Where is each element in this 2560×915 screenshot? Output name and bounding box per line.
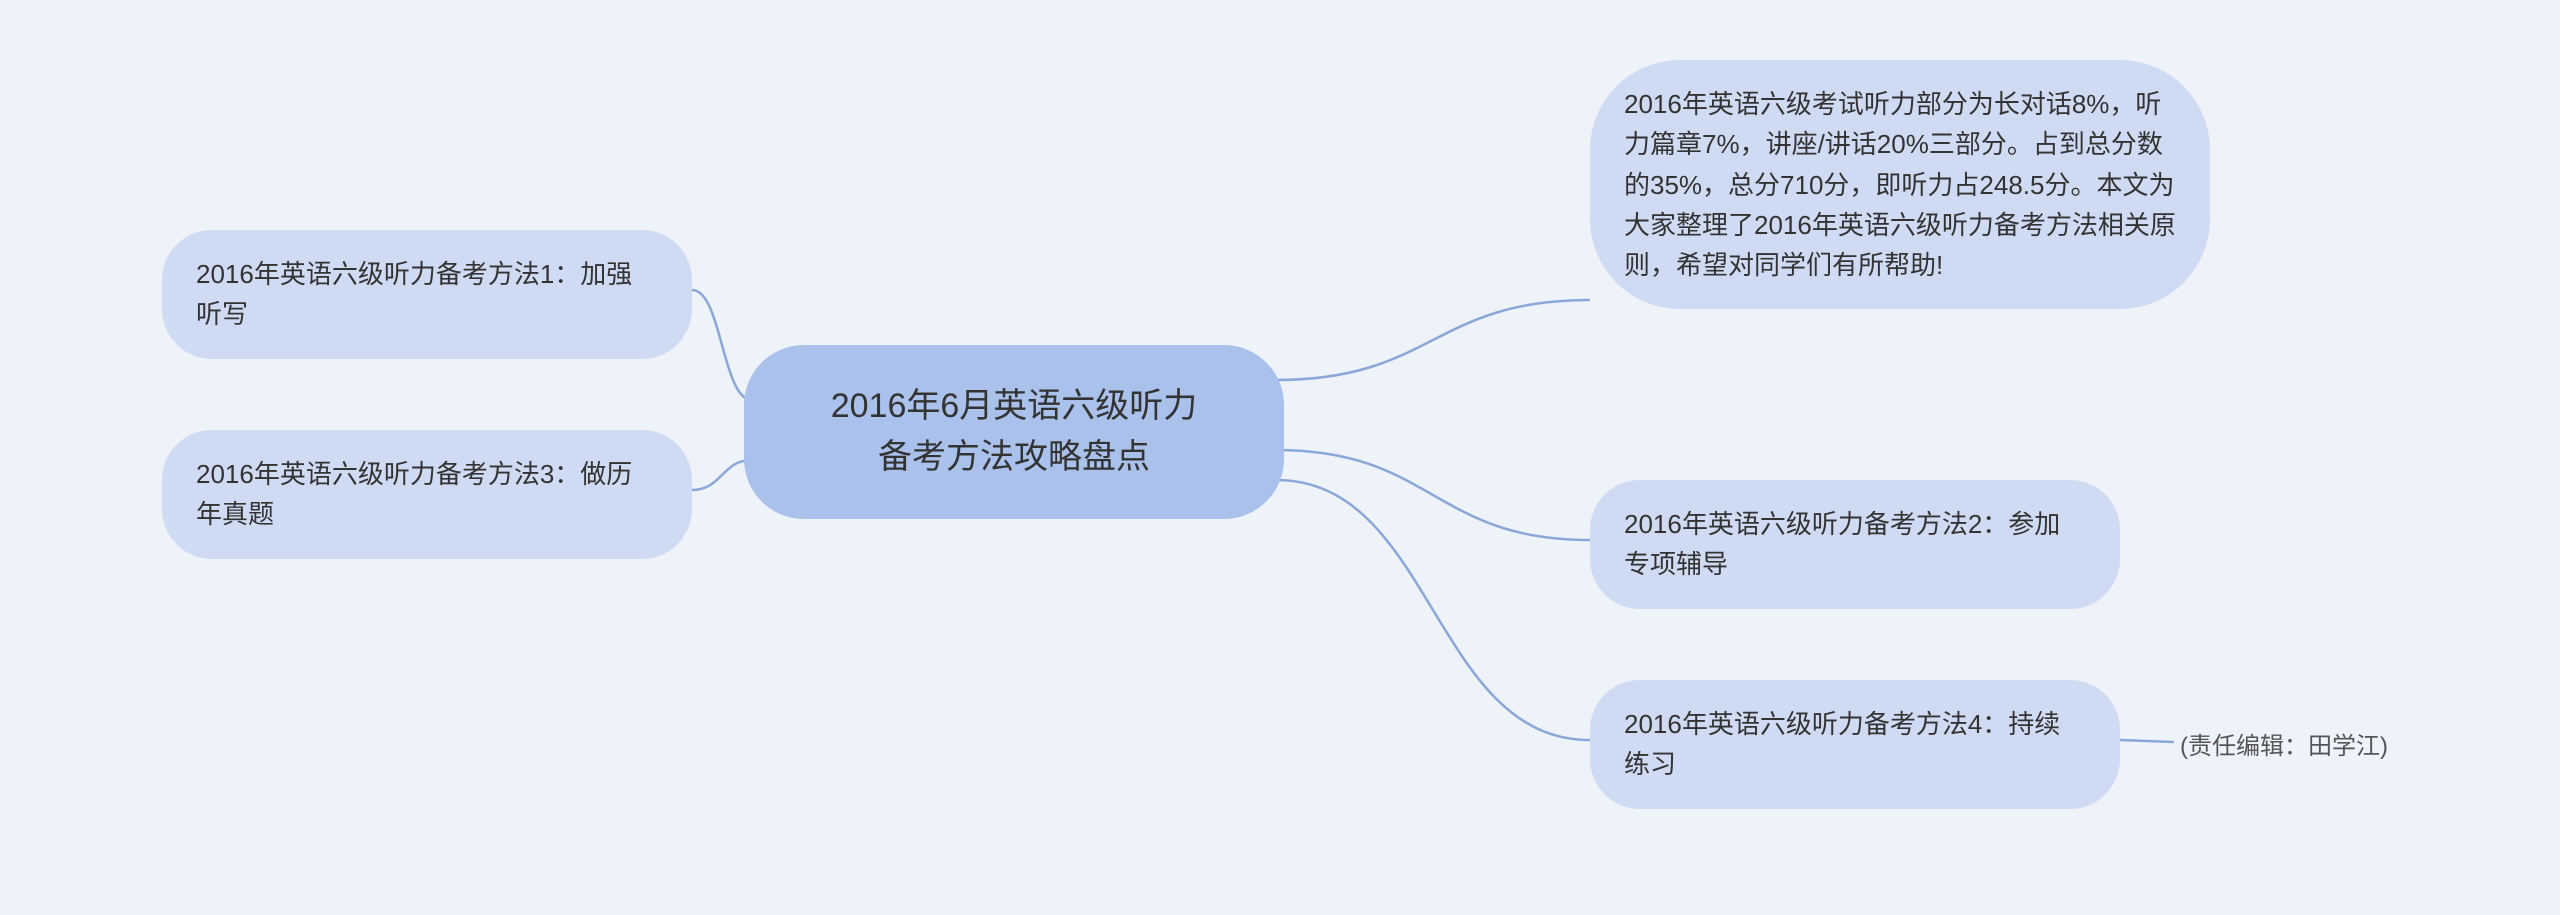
center-line2: 备考方法攻略盘点 [794, 432, 1234, 483]
branch-intro: 2016年英语六级考试听力部分为长对话8%，听力篇章7%，讲座/讲话20%三部分… [1590, 60, 2210, 309]
editor-credit-text: (责任编辑：田学江) [2180, 733, 2388, 760]
branch-method-2-text: 2016年英语六级听力备考方法2：参加专项辅导 [1624, 509, 2060, 579]
branch-method-2: 2016年英语六级听力备考方法2：参加专项辅导 [1590, 480, 2120, 609]
branch-method-3: 2016年英语六级听力备考方法3：做历年真题 [162, 430, 692, 559]
branch-intro-text: 2016年英语六级考试听力部分为长对话8%，听力篇章7%，讲座/讲话20%三部分… [1624, 89, 2176, 280]
branch-method-4-text: 2016年英语六级听力备考方法4：持续练习 [1624, 709, 2060, 779]
center-line1: 2016年6月英语六级听力 [794, 381, 1234, 432]
branch-method-1-text: 2016年英语六级听力备考方法1：加强听写 [196, 259, 632, 329]
branch-method-4: 2016年英语六级听力备考方法4：持续练习 [1590, 680, 2120, 809]
branch-method-1: 2016年英语六级听力备考方法1：加强听写 [162, 230, 692, 359]
editor-credit: (责任编辑：田学江) [2180, 728, 2388, 765]
center-topic: 2016年6月英语六级听力 备考方法攻略盘点 [744, 345, 1284, 519]
branch-method-3-text: 2016年英语六级听力备考方法3：做历年真题 [196, 459, 632, 529]
